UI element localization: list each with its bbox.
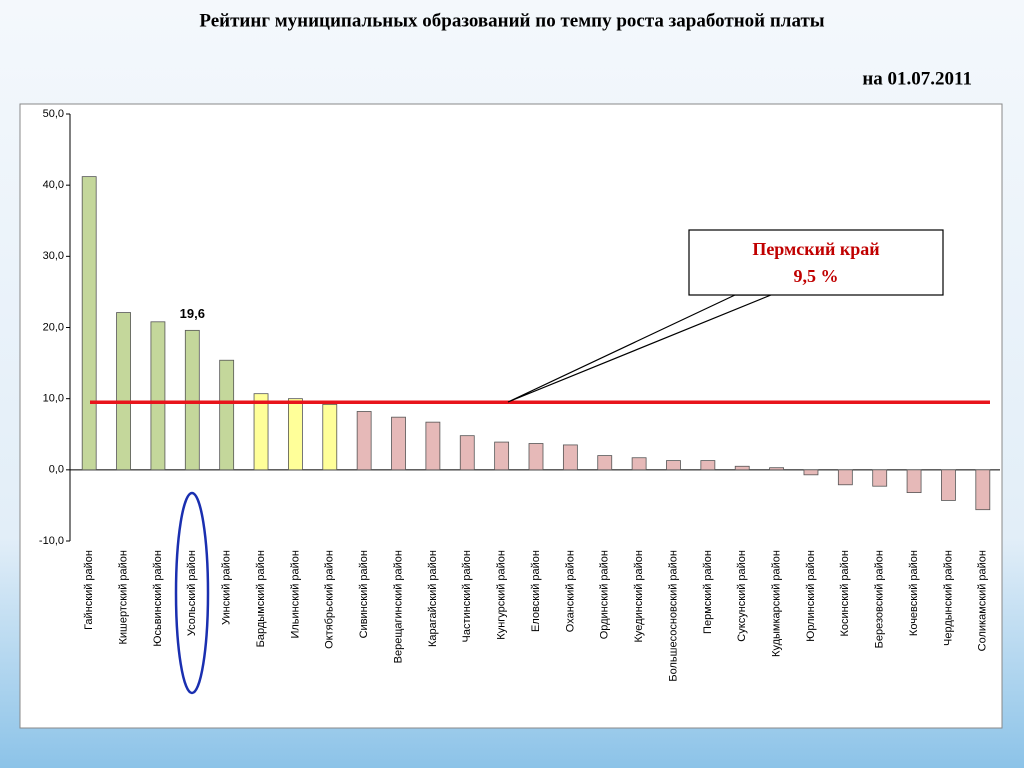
x-tick-label: Еловский район [530,550,542,632]
x-tick-label: Большесосновский район [667,550,679,682]
bar [597,455,613,471]
x-tick-label: Косинский район [839,550,851,636]
bar [906,469,922,494]
bar [459,435,475,471]
y-tick-label: 10,0 [43,393,64,405]
bar [700,460,716,471]
x-tick-label: Частинский район [461,550,473,642]
plot-frame [19,103,1003,729]
bar [81,176,97,471]
bar [528,443,544,471]
bar [253,393,269,471]
x-tick-label: Березовский район [874,550,886,648]
plot: -10,0 0,0 10,0 20,0 30,0 40,0 50,0 Гайнский рай… [39,108,1000,682]
y-tick-label: 40,0 [43,179,64,191]
bar [666,460,681,471]
bar [975,469,991,511]
x-tick-label: Соликамский район [977,550,989,651]
bar [734,465,750,471]
x-tick-label: Гайнский район [83,550,95,630]
bar [837,469,853,486]
x-tick-label: Бардымский район [255,550,267,647]
x-tick-label: Верещагинский район [392,550,404,663]
value-label: 19,6 [180,306,205,321]
x-tick-label: Чердынский район [942,550,954,646]
x-tick-label: Сивинский район [358,550,370,638]
bar [391,416,406,471]
bar [631,457,647,471]
bar [562,444,578,471]
x-tick-label: Октябрьский район [324,550,336,649]
x-tick-label: Суксунский район [736,550,748,642]
bar [219,359,235,471]
x-tick-label: Юрлинский район [805,550,817,642]
bar [803,469,819,476]
x-tick-label: Кунгурский район [496,550,508,640]
callout-box [688,229,944,296]
bar [184,329,200,471]
x-tick-label: Куединский район [633,550,645,643]
bar [494,441,510,471]
x-tick-label: Кудымкарский район [770,550,782,657]
bar [941,469,956,501]
bar [356,411,372,471]
x-tick-label: Карагайский район [427,550,439,647]
x-tick-label: Ильинский район [289,550,301,639]
x-tick-label: Оханский район [564,550,576,632]
x-tick-label: Пермский район [702,550,714,634]
chart-subtitle: на 01.07.2011 [862,68,972,89]
bar [288,398,303,471]
bar [116,312,131,471]
x-tick-label: Усольский район [186,550,198,636]
y-tick-label: 0,0 [49,464,64,476]
x-tick-label: Юсьвинский район [152,550,164,647]
bar [872,469,888,487]
callout-name: Пермский край [752,239,879,259]
x-tick-label: Кочевский район [908,550,920,636]
y-tick-label: 50,0 [43,108,64,120]
bar [322,403,338,471]
x-tick-label: Ординский район [599,550,611,639]
highlight-ellipse [174,491,210,695]
bar [425,421,441,471]
x-tick-label: Уинский район [221,550,233,625]
y-tick-label: 20,0 [43,321,64,333]
callout-value: 9,5 % [794,266,839,286]
bar [150,321,166,471]
bar [769,467,784,471]
x-tick-label: Кишертский район [117,550,129,645]
y-tick-label: 30,0 [43,250,64,262]
y-tick-label: -10,0 [39,535,64,547]
chart-title: Рейтинг муниципальных образований по тем… [199,10,824,31]
